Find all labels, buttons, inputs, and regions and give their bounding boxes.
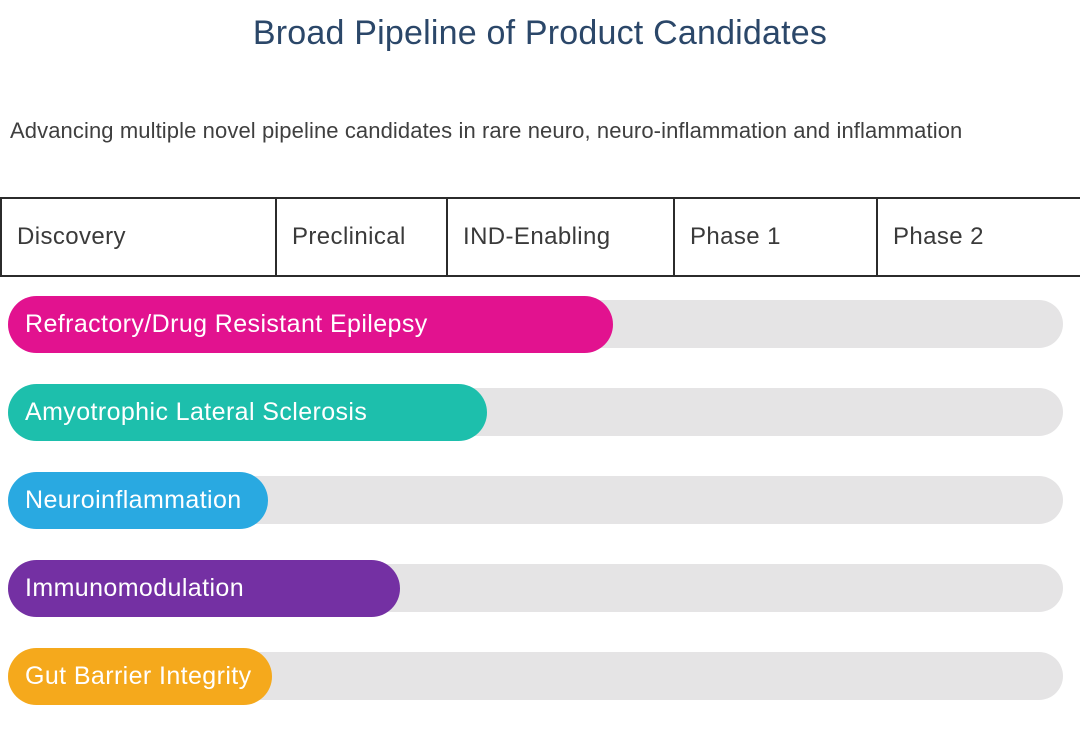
progress-bar-immunomodulation: Immunomodulation	[8, 560, 401, 617]
stage-header-discovery: Discovery	[2, 199, 277, 275]
pipeline-row-immunomodulation: Immunomodulation	[0, 560, 1080, 617]
progress-bar-amyotrophic-lateral-sclerosis: Amyotrophic Lateral Sclerosis	[8, 384, 487, 441]
pipeline-row-gut-barrier-integrity: Gut Barrier Integrity	[0, 648, 1080, 705]
stage-header-row: Discovery Preclinical IND-Enabling Phase 1 P…	[0, 197, 1080, 277]
bar-label: Neuroinflammation	[25, 486, 242, 514]
pipeline-rows: Refractory/Drug Resistant Epilepsy Amyotr…	[0, 296, 1080, 736]
progress-bar-gut-barrier-integrity: Gut Barrier Integrity	[8, 648, 272, 705]
bar-label: Immunomodulation	[25, 574, 245, 602]
pipeline-row-neuroinflammation: Neuroinflammation	[0, 472, 1080, 529]
pipeline-row-refractory-drug-resistant-epilepsy: Refractory/Drug Resistant Epilepsy	[0, 296, 1080, 353]
page-title: Broad Pipeline of Product Candidates	[252, 14, 828, 52]
stage-header-phase-1: Phase 1	[675, 199, 878, 275]
page-subtitle: Advancing multiple novel pipeline candid…	[10, 118, 963, 143]
pipeline-row-amyotrophic-lateral-sclerosis: Amyotrophic Lateral Sclerosis	[0, 384, 1080, 441]
progress-bar-refractory-drug-resistant-epilepsy: Refractory/Drug Resistant Epilepsy	[8, 296, 613, 353]
stage-header-phase-2: Phase 2	[893, 223, 984, 250]
bar-label: Refractory/Drug Resistant Epilepsy	[25, 310, 428, 338]
bar-label: Gut Barrier Integrity	[25, 662, 252, 690]
progress-bar-neuroinflammation: Neuroinflammation	[8, 472, 268, 529]
stage-header-ind-enabling: IND-Enabling	[448, 199, 675, 275]
bar-label: Amyotrophic Lateral Sclerosis	[25, 398, 368, 426]
stage-header-preclinical: Preclinical	[277, 199, 448, 275]
